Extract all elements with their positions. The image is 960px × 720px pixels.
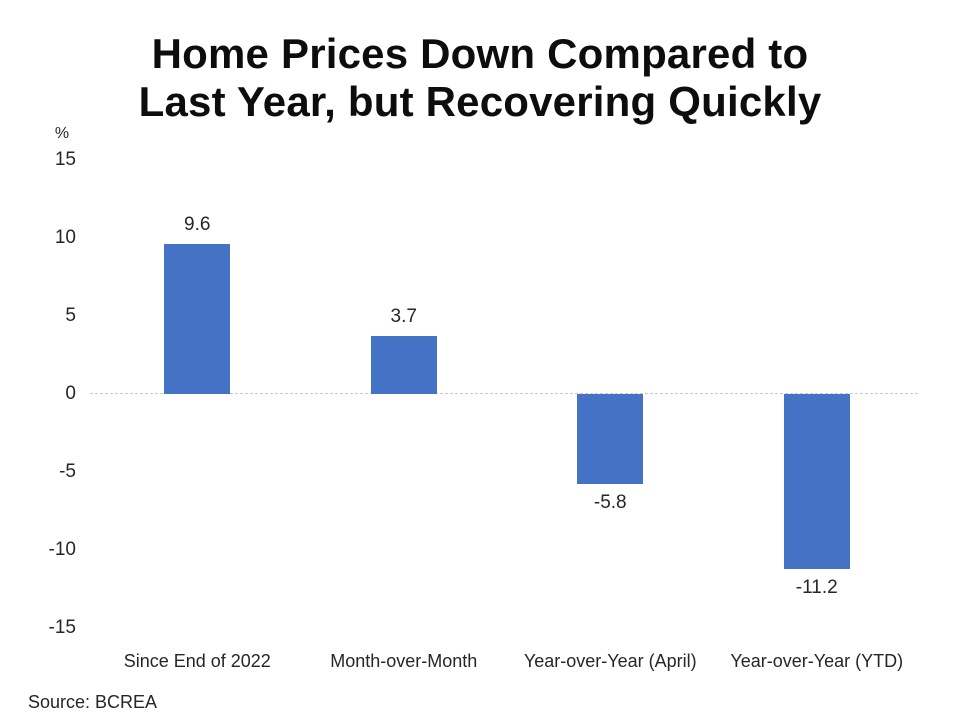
y-tick-label: 15: [54, 149, 76, 170]
chart-title-line-2: Last Year, but Recovering Quickly: [138, 78, 822, 125]
bar-2: [370, 336, 437, 394]
x-category-label: Since End of 2022: [123, 651, 271, 671]
bar-value-label: -11.2: [795, 576, 838, 598]
bar-value-label: 9.6: [184, 214, 211, 236]
chart-title: Home Prices Down Compared to Last Year, …: [0, 30, 960, 126]
x-category-label: Year-over-Year (YTD): [730, 651, 904, 671]
bar-4: [783, 394, 850, 569]
y-tick-label: -15: [48, 617, 76, 638]
y-tick-label: -5: [59, 461, 76, 482]
bar-value-label: -5.8: [593, 492, 627, 514]
bar-3: [577, 394, 644, 485]
source-note: Source: BCREA: [28, 692, 158, 712]
x-category-label: Year-over-Year (April): [523, 651, 697, 671]
x-category-label: Month-over-Month: [330, 651, 478, 671]
bar-value-label: 3.7: [390, 306, 417, 328]
zero-gridline: [90, 393, 918, 394]
y-tick-label: 0: [65, 383, 76, 404]
y-axis-unit-label: %: [54, 125, 70, 142]
y-tick-label: 5: [65, 305, 76, 326]
y-tick-label: -10: [48, 539, 76, 560]
y-tick-label: 10: [54, 227, 76, 248]
bar-1: [164, 244, 231, 394]
chart-title-line-1: Home Prices Down Compared to: [151, 30, 809, 77]
